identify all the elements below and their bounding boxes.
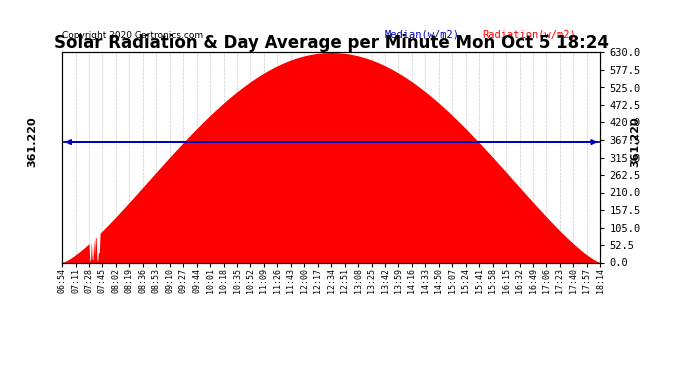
Text: Radiation(w/m2): Radiation(w/m2)	[482, 30, 575, 40]
Text: Copyright 2020 Cartronics.com: Copyright 2020 Cartronics.com	[62, 31, 204, 40]
Text: 361.220: 361.220	[28, 117, 37, 167]
Text: 361.220: 361.220	[630, 117, 640, 167]
Text: Median(w/m2): Median(w/m2)	[385, 30, 460, 40]
Title: Solar Radiation & Day Average per Minute Mon Oct 5 18:24: Solar Radiation & Day Average per Minute…	[54, 34, 609, 53]
